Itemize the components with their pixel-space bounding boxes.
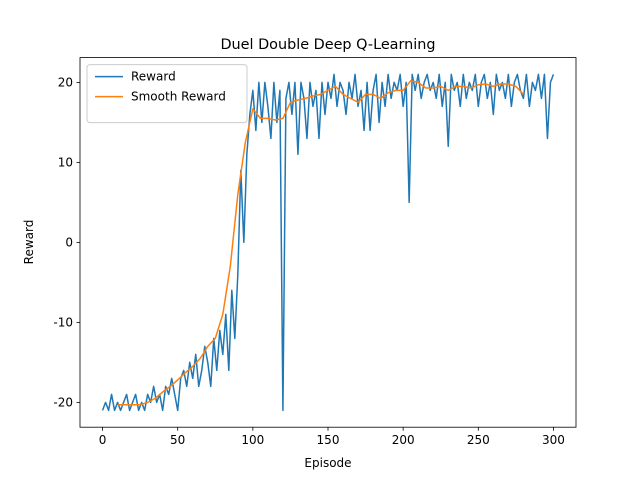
legend-label: Reward <box>131 70 176 84</box>
line-series <box>117 80 524 406</box>
x-tick-label: 100 <box>241 433 264 447</box>
x-tick-label: 50 <box>170 433 185 447</box>
x-tick-label: 300 <box>542 433 565 447</box>
x-tick-label: 0 <box>99 433 107 447</box>
x-tick-label: 150 <box>317 433 340 447</box>
y-tick-label: 20 <box>58 75 73 89</box>
legend-label: Smooth Reward <box>131 90 226 104</box>
x-tick-label: 250 <box>467 433 490 447</box>
x-axis-label: Episode <box>304 456 351 470</box>
y-tick-label: -20 <box>53 395 73 409</box>
chart-title: Duel Double Deep Q-Learning <box>220 37 435 53</box>
legend-box <box>86 64 248 124</box>
y-tick-label: -10 <box>53 315 73 329</box>
line-series <box>101 73 555 412</box>
plot-frame <box>79 57 577 428</box>
legend: Reward Smooth Reward <box>86 64 248 124</box>
x-tick-label: 200 <box>392 433 415 447</box>
y-tick-label: 10 <box>58 155 73 169</box>
y-axis-label: Reward <box>22 220 36 265</box>
y-tick-label: 0 <box>65 235 73 249</box>
